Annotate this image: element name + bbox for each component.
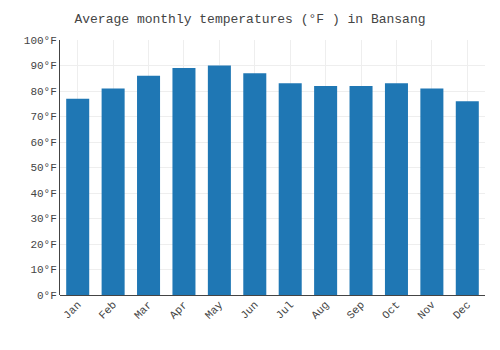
svg-text:Sep: Sep bbox=[345, 299, 367, 321]
svg-text:Jun: Jun bbox=[238, 299, 260, 321]
svg-text:Dec: Dec bbox=[451, 299, 473, 321]
svg-text:50°F: 50°F bbox=[30, 162, 56, 174]
svg-text:30°F: 30°F bbox=[30, 213, 56, 225]
svg-text:100°F: 100°F bbox=[24, 35, 57, 47]
svg-text:0°F: 0°F bbox=[37, 290, 57, 302]
svg-text:Average monthly temperatures (: Average monthly temperatures (°F ) in Ba… bbox=[74, 12, 425, 27]
svg-text:Aug: Aug bbox=[309, 299, 331, 321]
svg-text:60°F: 60°F bbox=[30, 137, 56, 149]
svg-text:70°F: 70°F bbox=[30, 111, 56, 123]
svg-text:Jan: Jan bbox=[61, 299, 83, 321]
svg-text:10°F: 10°F bbox=[30, 264, 56, 276]
svg-text:May: May bbox=[203, 299, 226, 322]
svg-text:Mar: Mar bbox=[132, 299, 154, 321]
svg-text:80°F: 80°F bbox=[30, 86, 56, 98]
svg-text:40°F: 40°F bbox=[30, 188, 56, 200]
svg-text:90°F: 90°F bbox=[30, 60, 56, 72]
svg-text:Feb: Feb bbox=[97, 299, 119, 321]
svg-text:20°F: 20°F bbox=[30, 239, 56, 251]
svg-text:Oct: Oct bbox=[380, 299, 402, 321]
svg-text:Jul: Jul bbox=[274, 299, 296, 321]
svg-text:Apr: Apr bbox=[167, 299, 189, 321]
svg-text:Nov: Nov bbox=[415, 299, 438, 322]
